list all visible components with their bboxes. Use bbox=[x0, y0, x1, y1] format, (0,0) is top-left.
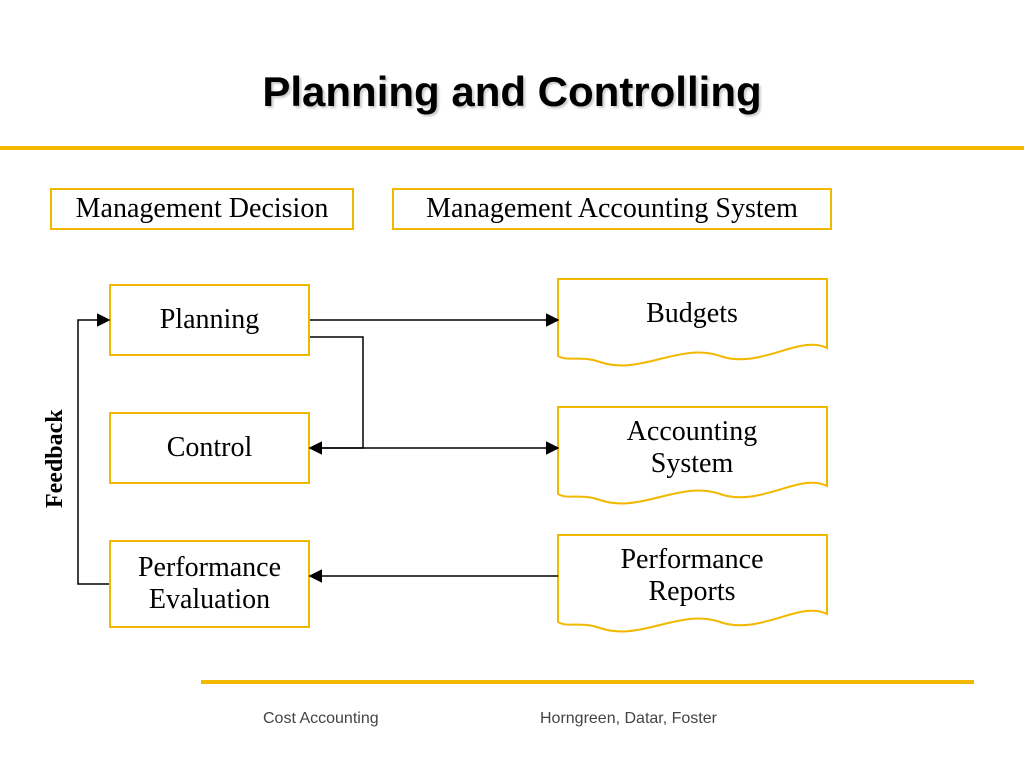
node-performance-evaluation: Performance Evaluation bbox=[109, 540, 310, 628]
header-management-decision: Management Decision bbox=[50, 188, 354, 230]
arrow-feedback-loop bbox=[78, 320, 109, 584]
node-accounting-system: Accounting System bbox=[558, 407, 827, 503]
divider-bottom bbox=[201, 680, 974, 684]
node-control: Control bbox=[109, 412, 310, 484]
arrow-planning-to-control bbox=[310, 337, 363, 448]
footer-right: Horngreen, Datar, Foster bbox=[540, 710, 717, 728]
node-accounting-label-1: Accounting bbox=[627, 416, 758, 447]
slide-title: Planning and Controlling bbox=[0, 68, 1024, 116]
node-accounting-label-2: System bbox=[651, 448, 734, 479]
node-budgets-label: Budgets bbox=[646, 298, 738, 329]
node-reports-label-1: Performance bbox=[620, 544, 763, 575]
header-management-accounting-system: Management Accounting System bbox=[392, 188, 832, 230]
footer-left: Cost Accounting bbox=[263, 710, 379, 728]
node-planning: Planning bbox=[109, 284, 310, 356]
divider-top bbox=[0, 146, 1024, 150]
node-budgets: Budgets bbox=[558, 279, 827, 365]
feedback-label: Feedback bbox=[42, 409, 69, 508]
node-reports-label-2: Reports bbox=[648, 576, 735, 607]
node-performance-reports: Performance Reports bbox=[558, 535, 827, 631]
